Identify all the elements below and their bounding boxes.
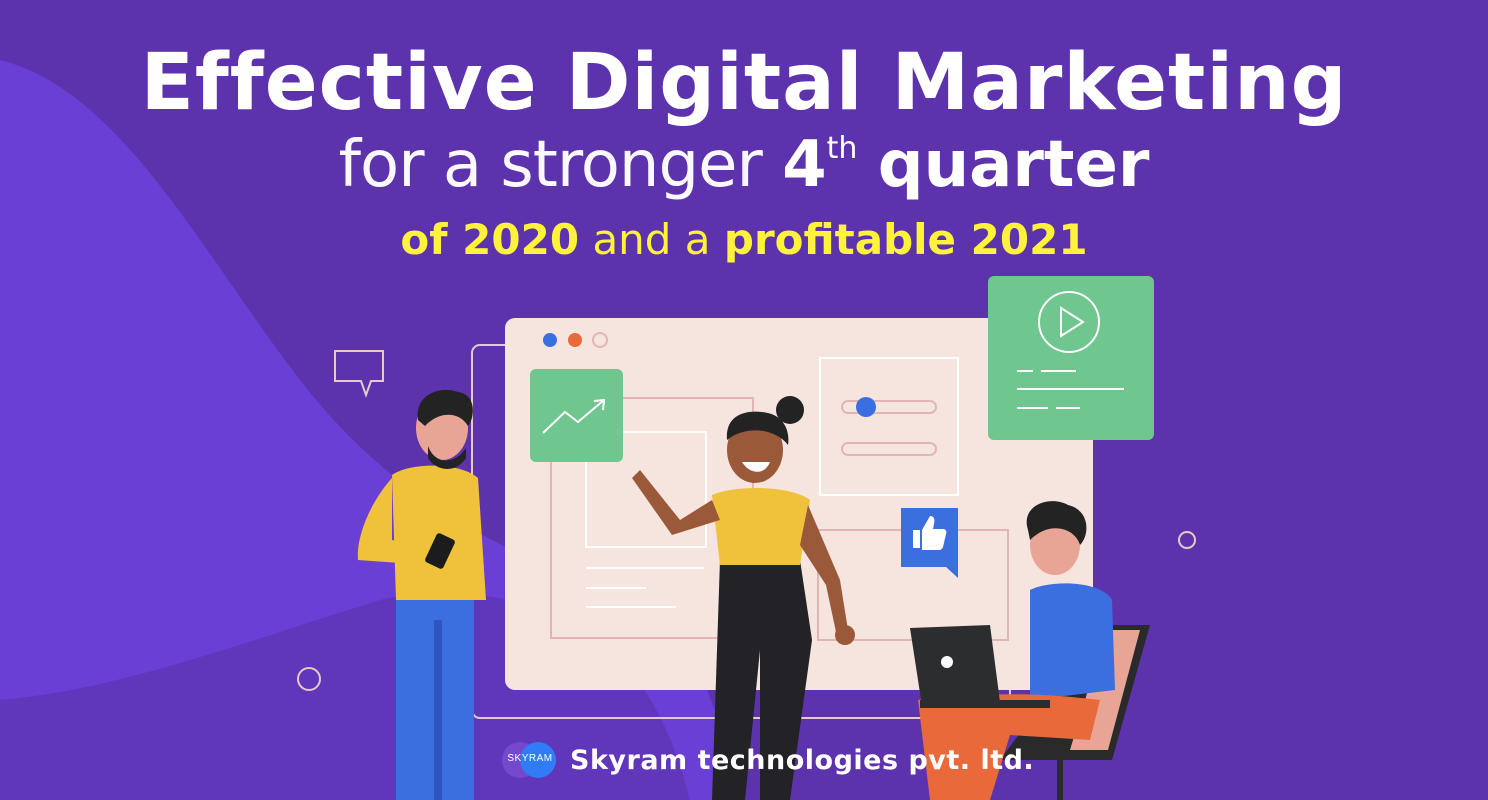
headline-line-3-c: profitable 2021 bbox=[723, 215, 1088, 264]
man-with-laptop bbox=[910, 501, 1150, 800]
headline-line-2-thin: for a stronger bbox=[338, 128, 763, 202]
chat-bubble-icon bbox=[334, 350, 384, 398]
headline-line-3-a: of 2020 bbox=[400, 215, 580, 264]
logo-text: SKYRAM bbox=[507, 753, 553, 764]
video-card bbox=[988, 276, 1154, 440]
laptop bbox=[910, 625, 1050, 708]
man-with-phone bbox=[357, 389, 486, 800]
play-icon bbox=[1038, 291, 1100, 353]
brand: SKYRAM Skyram technologies pvt. ltd. bbox=[502, 742, 1034, 778]
headline-line-2-bold: quarter bbox=[877, 128, 1150, 202]
thumbs-up-icon bbox=[901, 508, 958, 578]
skyram-logo: SKYRAM bbox=[502, 742, 558, 778]
headline-line-3-b: and a bbox=[592, 215, 711, 264]
woman-presenting bbox=[632, 396, 855, 800]
slider-icon bbox=[841, 397, 937, 456]
headline-line-3: of 2020 and a profitable 2021 bbox=[0, 215, 1488, 264]
trend-up-icon bbox=[530, 369, 623, 462]
headline-line-1: Effective Digital Marketing bbox=[140, 38, 1348, 128]
headline-quarter-number: 4 bbox=[782, 128, 827, 202]
headline-quarter-suffix: th bbox=[826, 131, 858, 166]
company-name: Skyram technologies pvt. ltd. bbox=[570, 744, 1035, 776]
headline-line-2: for a stronger 4th quarter bbox=[0, 128, 1488, 202]
